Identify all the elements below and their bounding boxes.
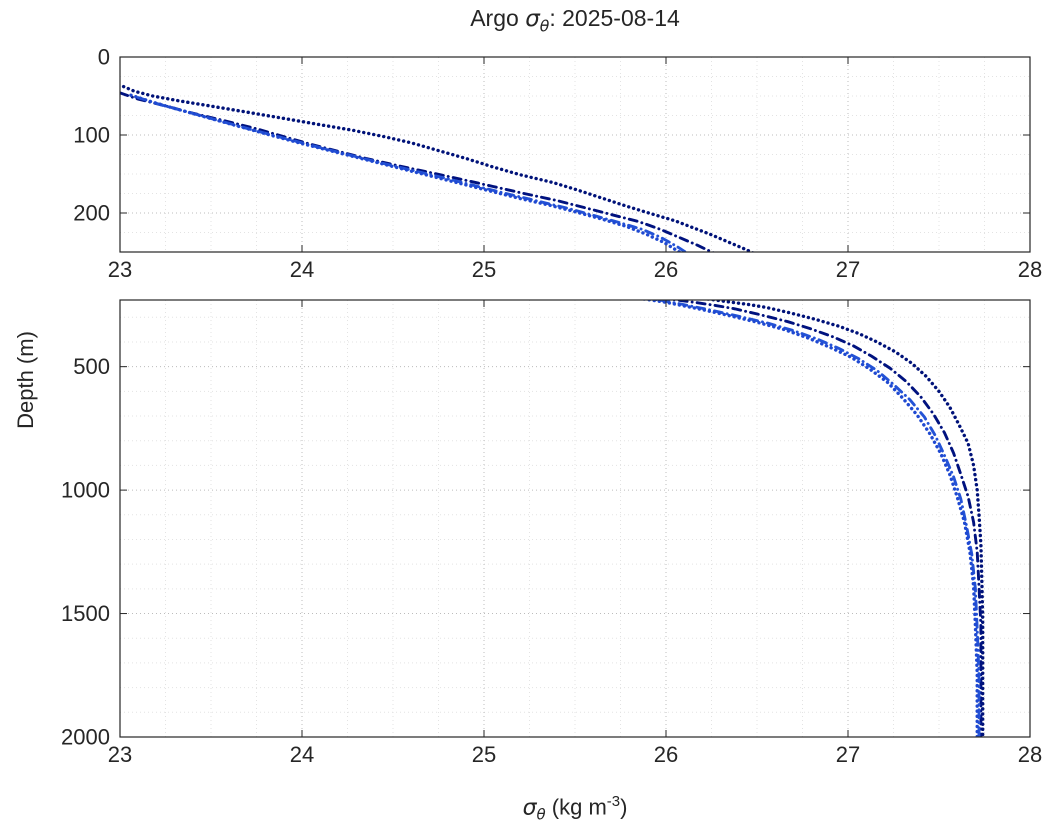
y-tick-label: 0	[98, 45, 110, 70]
exponent: -3	[606, 793, 621, 810]
x-axis-units-close: )	[620, 794, 628, 820]
y-tick-label: 1500	[61, 601, 110, 626]
panel-upper: 23 24 25 26 27 28 0 100 200	[73, 45, 1042, 283]
x-tick-label: 27	[836, 742, 860, 767]
x-tick-label: 27	[836, 257, 860, 282]
y-tick-label: 200	[73, 201, 110, 226]
sigma-symbol: σ	[525, 6, 540, 32]
x-tick-label: 25	[472, 257, 496, 282]
theta-subscript: θ	[536, 805, 546, 824]
y-tick-label: 2000	[61, 725, 110, 750]
sigma-symbol: σ	[522, 795, 537, 821]
y-tick-label: 1000	[61, 478, 110, 503]
y-axis-label: Depth (m)	[13, 331, 38, 429]
x-tick-label: 24	[290, 257, 314, 282]
x-tick-label: 26	[654, 257, 678, 282]
series-profile-blue-dotted	[129, 93, 683, 252]
series-profile-navy-dashdot	[666, 300, 983, 737]
series-profile-navy-dotted	[701, 300, 985, 737]
axis-box	[119, 56, 1031, 253]
series-profile-blue-dotted	[637, 300, 979, 737]
x-tick-label: 23	[108, 742, 132, 767]
title-date: : 2025-08-14	[549, 5, 680, 31]
x-tick-label: 26	[654, 742, 678, 767]
title-text: Argo	[470, 5, 526, 31]
x-tick-label: 28	[1018, 742, 1042, 767]
x-tick-label: 28	[1018, 257, 1042, 282]
x-axis-label: σθ (kg m-3)	[120, 793, 1030, 824]
y-tick-label: 500	[73, 354, 110, 379]
series-profile-navy-dotted	[121, 84, 755, 252]
theta-subscript: θ	[539, 16, 550, 36]
series-profile-blue-dashdot	[647, 300, 981, 737]
x-tick-label: 24	[290, 742, 314, 767]
x-tick-label: 23	[108, 257, 132, 282]
x-tick-label: 25	[472, 742, 496, 767]
y-tick-label: 100	[73, 123, 110, 148]
axis-box	[119, 299, 1031, 738]
chart-title: Argo σθ: 2025-08-14	[120, 5, 1030, 36]
x-axis-units: (kg m	[545, 794, 607, 820]
panel-lower: 23 24 25 26 27 28 500 1000 1500 2000	[61, 299, 1042, 767]
